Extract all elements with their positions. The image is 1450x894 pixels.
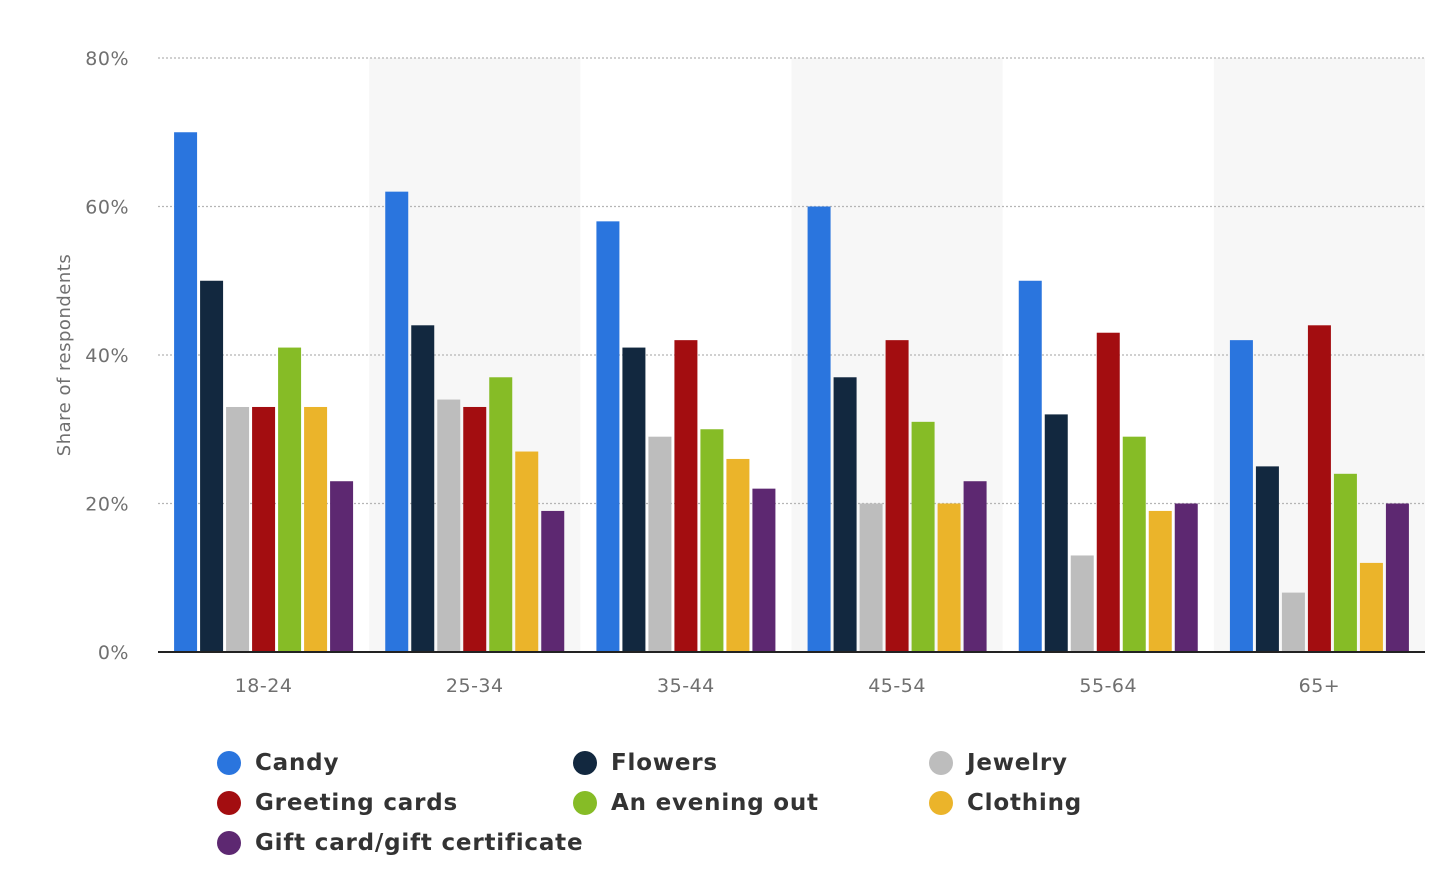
y-axis-label: Share of respondents xyxy=(54,254,75,456)
bar-greeting-cards-35-44[interactable] xyxy=(674,340,698,652)
legend-marker xyxy=(217,751,241,775)
bar-an-evening-out-55-64[interactable] xyxy=(1122,436,1146,652)
bar-candy-18-24[interactable] xyxy=(174,132,198,652)
bar-jewelry-25-34[interactable] xyxy=(437,399,461,652)
bar-flowers-35-44[interactable] xyxy=(622,347,646,652)
bar-jewelry-45-54[interactable] xyxy=(859,503,883,653)
legend-label: Gift card/gift certificate xyxy=(255,830,584,856)
bar-greeting-cards-55-64[interactable] xyxy=(1096,332,1120,652)
bar-jewelry-65+[interactable] xyxy=(1281,592,1305,652)
y-tick-label: 40% xyxy=(85,345,129,367)
bar-clothing-55-64[interactable] xyxy=(1148,510,1172,652)
legend-label: Clothing xyxy=(967,790,1083,816)
bar-clothing-45-54[interactable] xyxy=(937,503,961,653)
bar-greeting-cards-45-54[interactable] xyxy=(885,340,909,652)
bar-jewelry-18-24[interactable] xyxy=(226,406,250,652)
bar-an-evening-out-65+[interactable] xyxy=(1333,473,1357,652)
bar-greeting-cards-25-34[interactable] xyxy=(463,406,487,652)
bars xyxy=(174,132,1409,652)
bar-candy-55-64[interactable] xyxy=(1018,280,1042,652)
legend-marker xyxy=(573,791,597,815)
legend-label: Jewelry xyxy=(967,750,1068,776)
bar-gift-card-gift-certificate-18-24[interactable] xyxy=(330,481,354,652)
bar-jewelry-35-44[interactable] xyxy=(648,436,672,652)
x-tick-label: 55-64 xyxy=(1079,675,1137,697)
bar-clothing-18-24[interactable] xyxy=(304,406,328,652)
bar-flowers-25-34[interactable] xyxy=(411,325,435,652)
legend-item[interactable]: Greeting cards xyxy=(217,790,458,816)
gridlines xyxy=(158,57,1425,505)
bar-gift-card-gift-certificate-45-54[interactable] xyxy=(963,481,987,652)
x-tick-label: 18-24 xyxy=(235,675,293,697)
bar-an-evening-out-25-34[interactable] xyxy=(489,377,513,652)
bar-candy-25-34[interactable] xyxy=(385,191,409,652)
legend-item[interactable]: Gift card/gift certificate xyxy=(217,830,583,856)
bar-greeting-cards-18-24[interactable] xyxy=(252,406,276,652)
bar-clothing-65+[interactable] xyxy=(1359,562,1383,652)
y-tick-label: 60% xyxy=(85,197,129,219)
bar-flowers-55-64[interactable] xyxy=(1044,414,1068,652)
legend-item[interactable]: Candy xyxy=(217,750,339,776)
y-tick-label: 20% xyxy=(85,494,129,516)
legend-item[interactable]: An evening out xyxy=(573,790,819,816)
bar-gift-card-gift-certificate-55-64[interactable] xyxy=(1174,503,1198,653)
bar-flowers-65+[interactable] xyxy=(1255,466,1279,652)
bar-candy-45-54[interactable] xyxy=(807,206,831,653)
legend-marker xyxy=(217,831,241,855)
x-tick-label: 35-44 xyxy=(657,675,715,697)
legend-label: Candy xyxy=(255,750,340,776)
bar-clothing-25-34[interactable] xyxy=(515,451,539,652)
bar-jewelry-55-64[interactable] xyxy=(1070,555,1094,652)
y-tick-label: 80% xyxy=(85,48,129,70)
legend-marker xyxy=(573,751,597,775)
bar-an-evening-out-35-44[interactable] xyxy=(700,429,724,652)
bar-clothing-35-44[interactable] xyxy=(726,458,750,652)
bar-gift-card-gift-certificate-65+[interactable] xyxy=(1385,503,1409,653)
legend-item[interactable]: Clothing xyxy=(929,790,1082,816)
legend-marker xyxy=(929,751,953,775)
bar-gift-card-gift-certificate-35-44[interactable] xyxy=(752,488,776,652)
legend-label: Greeting cards xyxy=(255,790,458,816)
x-axis-ticks: 18-24 25-34 35-44 45-54 55-64 65+ xyxy=(235,675,1340,697)
y-axis-ticks: 0% 20% 40% 60% 80% xyxy=(85,48,129,664)
legend-label: Flowers xyxy=(611,750,718,776)
x-tick-label: 45-54 xyxy=(868,675,926,697)
bar-candy-35-44[interactable] xyxy=(596,221,620,652)
bar-flowers-45-54[interactable] xyxy=(833,377,857,652)
bar-an-evening-out-45-54[interactable] xyxy=(911,421,935,652)
bar-an-evening-out-18-24[interactable] xyxy=(278,347,302,652)
x-tick-label: 25-34 xyxy=(446,675,504,697)
bar-candy-65+[interactable] xyxy=(1229,340,1253,652)
bar-greeting-cards-65+[interactable] xyxy=(1307,325,1331,652)
legend-item[interactable]: Flowers xyxy=(573,750,718,776)
bar-flowers-18-24[interactable] xyxy=(200,280,224,652)
y-tick-label: 0% xyxy=(98,642,129,664)
legend-item[interactable]: Jewelry xyxy=(929,750,1068,776)
bar-gift-card-gift-certificate-25-34[interactable] xyxy=(541,510,565,652)
x-tick-label: 65+ xyxy=(1299,675,1341,697)
legend-label: An evening out xyxy=(611,790,819,816)
legend-marker xyxy=(929,791,953,815)
legend-marker xyxy=(217,791,241,815)
